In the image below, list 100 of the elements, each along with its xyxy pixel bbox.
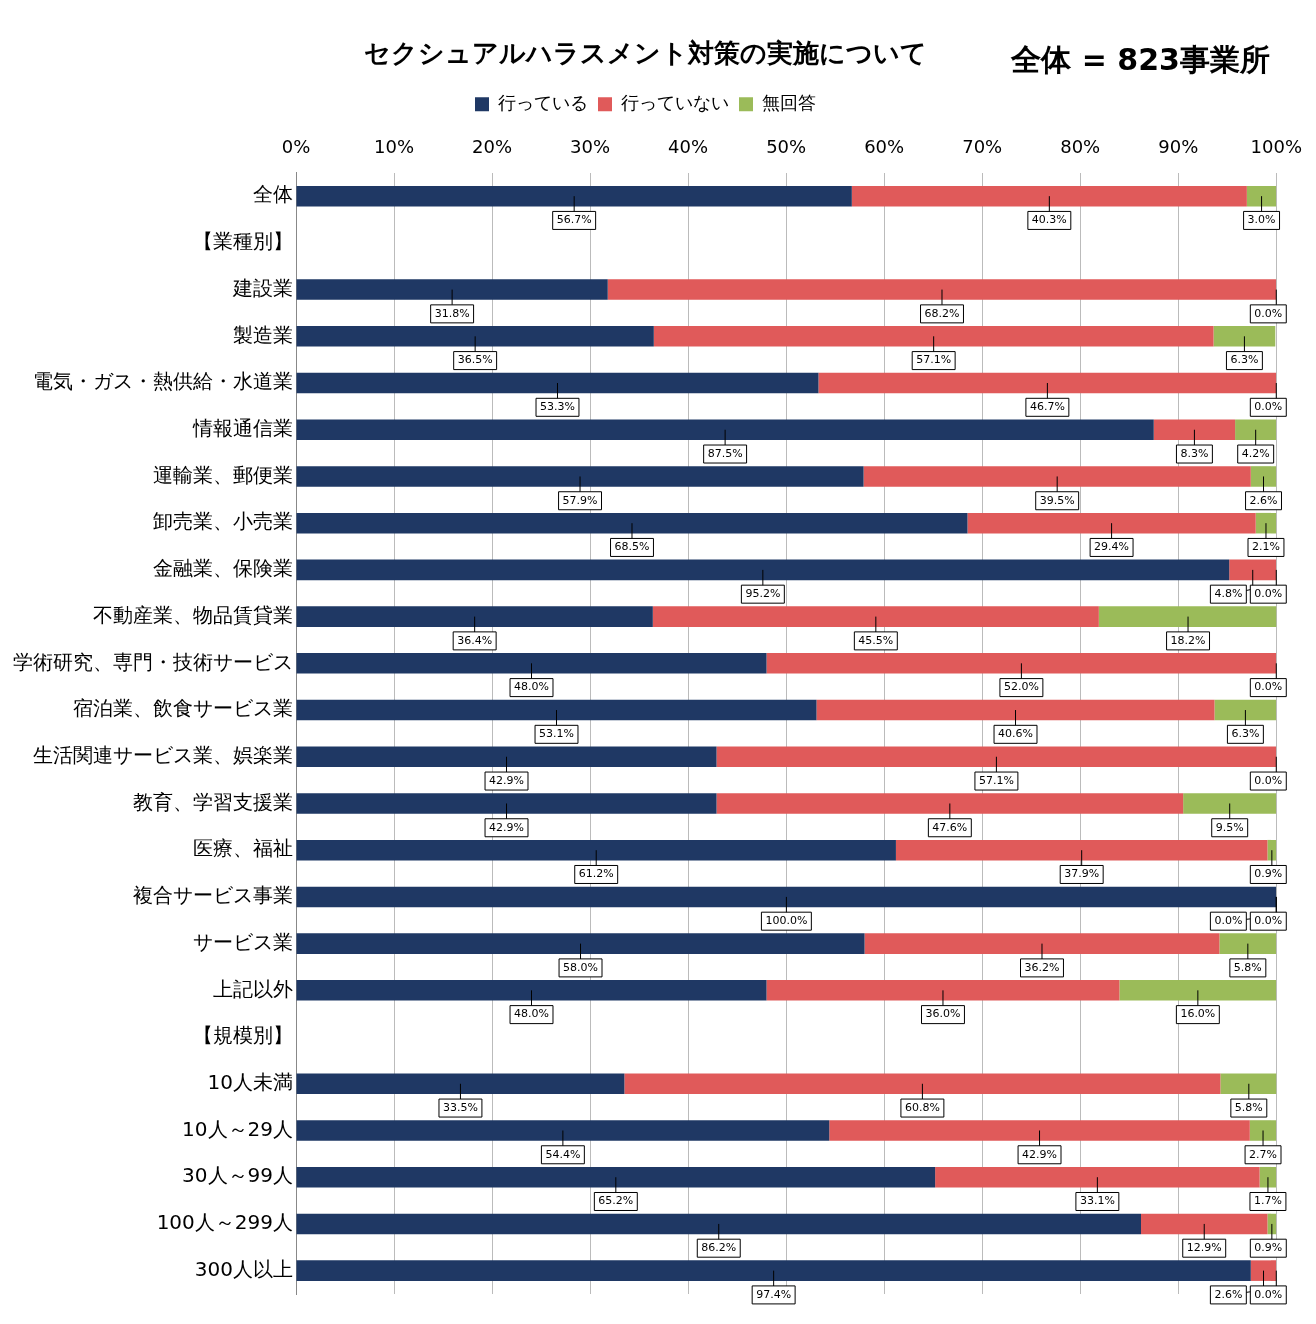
bar	[863, 466, 1251, 487]
bar	[607, 279, 1277, 300]
bar	[851, 185, 1247, 207]
bar	[652, 606, 1099, 627]
y-tick-label: 宿泊業、飲食サービス業	[73, 696, 293, 721]
data-label: 36.5%	[457, 353, 493, 367]
bar	[1214, 699, 1277, 721]
data-label: 1.7%	[1253, 1194, 1282, 1208]
bar	[296, 372, 819, 394]
x-tick-label: 90%	[1158, 135, 1199, 157]
x-tick-label: 0%	[281, 135, 311, 157]
data-label: 33.5%	[442, 1100, 478, 1114]
y-tick-label: 【規模別】	[193, 1023, 293, 1048]
data-label: 33.1%	[1079, 1194, 1115, 1208]
legend-label: 行っている	[498, 91, 588, 113]
data-label: 0.0%	[1254, 773, 1283, 787]
data-label: 45.5%	[858, 633, 894, 647]
data-label: 2.6%	[1249, 493, 1278, 507]
data-label: 0.0%	[1254, 306, 1283, 320]
data-label: 6.3%	[1230, 353, 1259, 367]
data-label: 3.0%	[1247, 213, 1276, 227]
bar	[1119, 980, 1277, 1001]
bar	[296, 1073, 625, 1095]
data-label: 53.1%	[539, 727, 574, 741]
data-label: 61.2%	[578, 867, 614, 881]
data-label: 0.0%	[1254, 914, 1283, 928]
data-label: 9.5%	[1215, 820, 1244, 834]
data-label: 40.3%	[1031, 213, 1067, 227]
y-tick-label: サービス業	[193, 929, 293, 954]
data-label: 0.0%	[1254, 400, 1283, 414]
data-label: 57.1%	[916, 353, 952, 367]
data-label: 97.4%	[756, 1287, 792, 1301]
data-label: 100.0%	[765, 914, 808, 928]
y-tick-label: 学術研究、専門・技術サービス	[13, 649, 293, 674]
data-label: 68.2%	[924, 306, 960, 320]
data-label: 48.0%	[514, 1007, 549, 1021]
y-tick-label: 情報通信業	[192, 415, 293, 440]
data-label: 36.4%	[457, 633, 493, 647]
bar	[296, 279, 608, 300]
data-label: 8.3%	[1180, 446, 1209, 460]
data-label: 42.9%	[489, 773, 524, 787]
bar	[296, 839, 896, 861]
chart-title: セクシュアルハラスメント対策の実施について	[364, 38, 927, 69]
y-tick-label: 電気・ガス・熱供給・水道業	[33, 369, 293, 394]
data-label: 46.7%	[1029, 400, 1065, 414]
y-tick-label: 製造業	[233, 322, 293, 347]
y-tick-label: 教育、学習支援業	[133, 789, 293, 814]
y-tick-label: 【業種別】	[193, 229, 293, 254]
bar	[816, 699, 1215, 721]
x-tick-label: 80%	[1060, 135, 1101, 157]
bar	[653, 326, 1214, 347]
data-label: 5.8%	[1234, 1100, 1263, 1114]
data-label: 42.9%	[489, 820, 524, 834]
data-label: 36.2%	[1024, 960, 1060, 974]
data-label: 18.2%	[1170, 633, 1206, 647]
bar	[296, 653, 767, 674]
bar	[716, 793, 1184, 814]
data-label: 0.0%	[1254, 680, 1283, 694]
data-label: 40.6%	[998, 727, 1033, 741]
bar	[296, 933, 865, 954]
bar	[296, 793, 717, 814]
bar	[296, 1213, 1141, 1235]
data-label: 2.6%	[1214, 1287, 1243, 1301]
bar	[1249, 1120, 1277, 1141]
bar	[766, 653, 1277, 674]
legend-label: 無回答	[762, 91, 816, 113]
data-label: 0.9%	[1254, 867, 1283, 881]
data-label: 4.8%	[1214, 587, 1243, 601]
bar	[296, 1166, 936, 1188]
x-tick-label: 30%	[570, 135, 611, 157]
data-label: 47.6%	[932, 820, 968, 834]
data-label: 37.9%	[1064, 867, 1100, 881]
bar	[296, 699, 817, 721]
y-tick-label: 10人～29人	[182, 1116, 293, 1141]
y-tick-label: 運輸業、郵便業	[153, 462, 293, 487]
bar	[766, 980, 1120, 1001]
bar	[296, 980, 767, 1001]
y-tick-label: 全体	[253, 182, 293, 207]
bar	[864, 933, 1220, 954]
x-tick-label: 20%	[472, 135, 513, 157]
bar	[1219, 933, 1277, 954]
bar	[296, 419, 1154, 441]
y-tick-label: 上記以外	[213, 976, 293, 1001]
bar	[296, 746, 717, 768]
data-label: 31.8%	[434, 306, 470, 320]
bar	[829, 1120, 1250, 1141]
y-tick-label: 医療、福祉	[193, 836, 293, 861]
data-label: 48.0%	[514, 680, 549, 694]
data-label: 53.3%	[540, 400, 575, 414]
data-label: 36.0%	[925, 1007, 961, 1021]
y-tick-label: 生活関連サービス業、娯楽業	[33, 742, 293, 767]
data-label: 54.4%	[545, 1147, 581, 1161]
bar	[296, 512, 968, 534]
bar	[296, 185, 852, 207]
data-label: 56.7%	[556, 213, 592, 227]
bar	[967, 512, 1256, 534]
bar	[296, 326, 654, 347]
data-label: 95.2%	[745, 587, 781, 601]
bar	[296, 559, 1230, 581]
data-label: 29.4%	[1094, 540, 1130, 554]
